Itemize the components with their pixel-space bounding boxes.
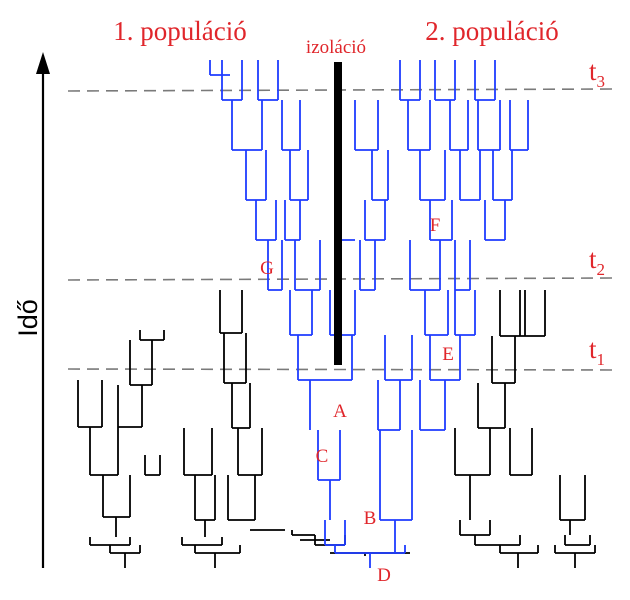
isolation-label: izoláció [306, 37, 366, 58]
node-label-g: G [260, 258, 274, 279]
node-label-e: E [442, 344, 454, 365]
title-population-1: 1. populáció [113, 16, 246, 46]
time-label-t3: t3 [589, 56, 605, 91]
svg-text:t1: t1 [589, 334, 605, 369]
node-label-d: D [377, 565, 391, 586]
node-label-a: A [333, 401, 347, 422]
svg-text:t3: t3 [589, 56, 605, 91]
svg-text:t2: t2 [589, 244, 605, 279]
time-label-t2: t2 [589, 244, 605, 279]
isolation-barrier [334, 62, 342, 365]
node-label-c: C [316, 446, 329, 467]
title-population-2: 2. populáció [425, 16, 558, 46]
time-line-t1 [67, 368, 613, 371]
time-axis: Idő [13, 52, 50, 568]
time-axis-label: Idő [13, 299, 43, 337]
time-label-t1: t1 [589, 334, 605, 369]
node-label-b: B [364, 508, 377, 529]
node-label-f: F [430, 215, 441, 236]
ancestral-lineages [209, 60, 529, 568]
